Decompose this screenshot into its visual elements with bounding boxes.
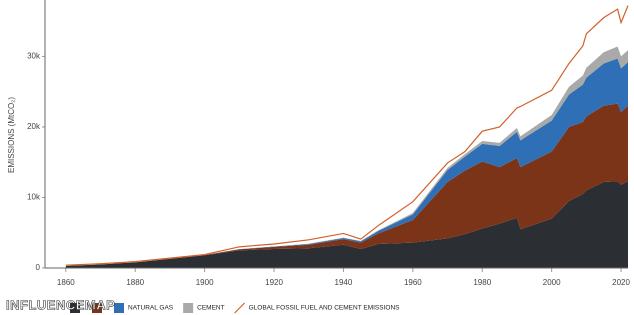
line	[65, 5, 629, 266]
legend-swatch	[70, 303, 80, 313]
legend-swatch	[114, 303, 124, 313]
legend-label: GLOBAL FOSSIL FUEL AND CEMENT EMISSIONS	[249, 305, 401, 312]
x-tick-label: 1920	[265, 278, 283, 287]
x-tick-label: 1960	[404, 278, 422, 287]
legend-label: NATURAL GAS	[128, 305, 174, 312]
y-tick-label: 30k	[27, 52, 41, 61]
x-tick-label: 1940	[335, 278, 353, 287]
x-tick-label: 1900	[196, 278, 214, 287]
x-tick-label: 1860	[57, 278, 75, 287]
y-axis-label: EMISSIONS (MtCO₂)	[7, 97, 16, 173]
y-tick-label: 20k	[27, 122, 41, 131]
legend-swatch	[234, 302, 246, 314]
x-tick-label: 2000	[543, 278, 561, 287]
watermark: INFLUENCEMAP	[6, 297, 115, 312]
legend-label: CEMENT	[197, 305, 224, 312]
area	[65, 181, 629, 268]
legend-swatch	[92, 303, 102, 313]
x-tick-label: 1980	[473, 278, 491, 287]
x-tick-label: 2020	[612, 278, 630, 287]
area	[65, 103, 629, 266]
x-tick-label: 1880	[126, 278, 144, 287]
y-tick-label: 10k	[27, 193, 41, 202]
legend-swatch	[183, 303, 194, 313]
y-tick-label: 0	[36, 263, 41, 272]
